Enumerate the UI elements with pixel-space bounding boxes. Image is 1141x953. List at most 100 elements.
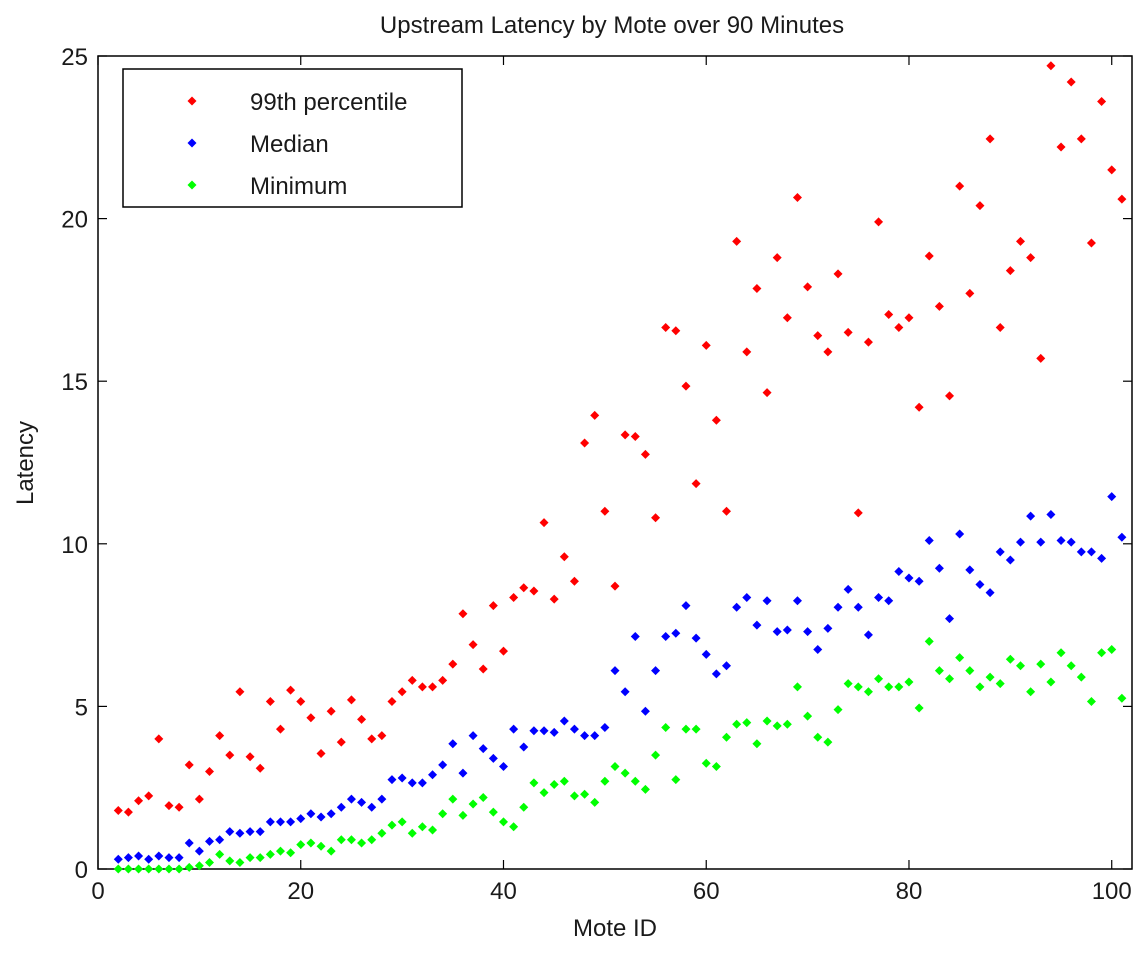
data-point (509, 724, 519, 734)
x-tick-label: 0 (91, 878, 104, 905)
data-point (640, 706, 650, 716)
data-point (377, 828, 387, 838)
data-point (448, 739, 458, 749)
data-point (792, 682, 802, 692)
data-point (985, 672, 995, 682)
data-point (377, 731, 387, 741)
data-point (569, 791, 579, 801)
chart-title: Upstream Latency by Mote over 90 Minutes (380, 12, 844, 39)
data-point (468, 799, 478, 809)
data-point (1036, 537, 1046, 547)
data-point (245, 853, 255, 863)
data-point (843, 679, 853, 689)
data-point (732, 236, 742, 246)
data-point (823, 623, 833, 633)
y-tick-label: 5 (75, 694, 88, 721)
data-point (742, 718, 752, 728)
data-point (671, 326, 681, 336)
data-point (235, 687, 245, 697)
data-point (691, 479, 701, 489)
data-point (833, 705, 843, 715)
data-point (357, 838, 367, 848)
data-point (255, 853, 265, 863)
data-markers (113, 61, 1127, 874)
data-point (884, 310, 894, 320)
data-point (853, 602, 863, 612)
data-point (245, 752, 255, 762)
data-point (691, 724, 701, 734)
data-point (934, 666, 944, 676)
data-point (874, 592, 884, 602)
data-point (407, 675, 417, 685)
data-point (225, 856, 235, 866)
data-point (995, 547, 1005, 557)
data-point (417, 822, 427, 832)
data-point (367, 734, 377, 744)
data-point (468, 640, 478, 650)
data-point (549, 727, 559, 737)
data-point (275, 846, 285, 856)
x-tick-label: 40 (490, 878, 517, 905)
data-point (123, 864, 133, 874)
data-point (934, 563, 944, 573)
data-point (894, 682, 904, 692)
data-point (904, 573, 914, 583)
data-point (265, 697, 275, 707)
data-point (519, 583, 529, 593)
data-point (823, 737, 833, 747)
data-point (681, 724, 691, 734)
data-point (843, 327, 853, 337)
data-point (863, 337, 873, 347)
data-point (154, 851, 164, 861)
data-point (661, 631, 671, 641)
data-point (965, 565, 975, 575)
data-point (448, 659, 458, 669)
data-point (316, 812, 326, 822)
data-point (661, 323, 671, 333)
data-point (174, 853, 184, 863)
data-point (134, 796, 144, 806)
data-point (833, 602, 843, 612)
data-point (478, 792, 488, 802)
data-point (1066, 537, 1076, 547)
legend-label: 99th percentile (250, 89, 407, 116)
data-point (792, 596, 802, 606)
data-point (600, 506, 610, 516)
data-point (620, 430, 630, 440)
data-point (580, 438, 590, 448)
data-point (985, 588, 995, 598)
series-1 (113, 492, 1127, 864)
legend-label: Median (250, 131, 329, 158)
data-point (549, 779, 559, 789)
data-point (1026, 253, 1036, 263)
data-point (407, 828, 417, 838)
series-2 (113, 636, 1127, 874)
data-point (1036, 353, 1046, 363)
data-point (975, 201, 985, 211)
data-point (782, 313, 792, 323)
data-point (387, 697, 397, 707)
data-point (397, 773, 407, 783)
data-point (945, 674, 955, 684)
data-point (1026, 511, 1036, 521)
data-point (205, 857, 215, 867)
data-point (651, 513, 661, 523)
y-axis: 0 5 10 15 20 25 (61, 44, 1132, 884)
data-point (488, 601, 498, 611)
data-point (205, 766, 215, 776)
data-point (813, 732, 823, 742)
data-point (853, 508, 863, 518)
data-point (316, 841, 326, 851)
data-point (194, 794, 204, 804)
data-point (113, 854, 123, 864)
data-point (275, 724, 285, 734)
data-point (478, 744, 488, 754)
data-point (559, 716, 569, 726)
data-point (904, 313, 914, 323)
data-point (154, 864, 164, 874)
data-point (1056, 648, 1066, 658)
data-point (1056, 142, 1066, 152)
y-tick-label: 25 (61, 44, 88, 71)
data-point (235, 857, 245, 867)
